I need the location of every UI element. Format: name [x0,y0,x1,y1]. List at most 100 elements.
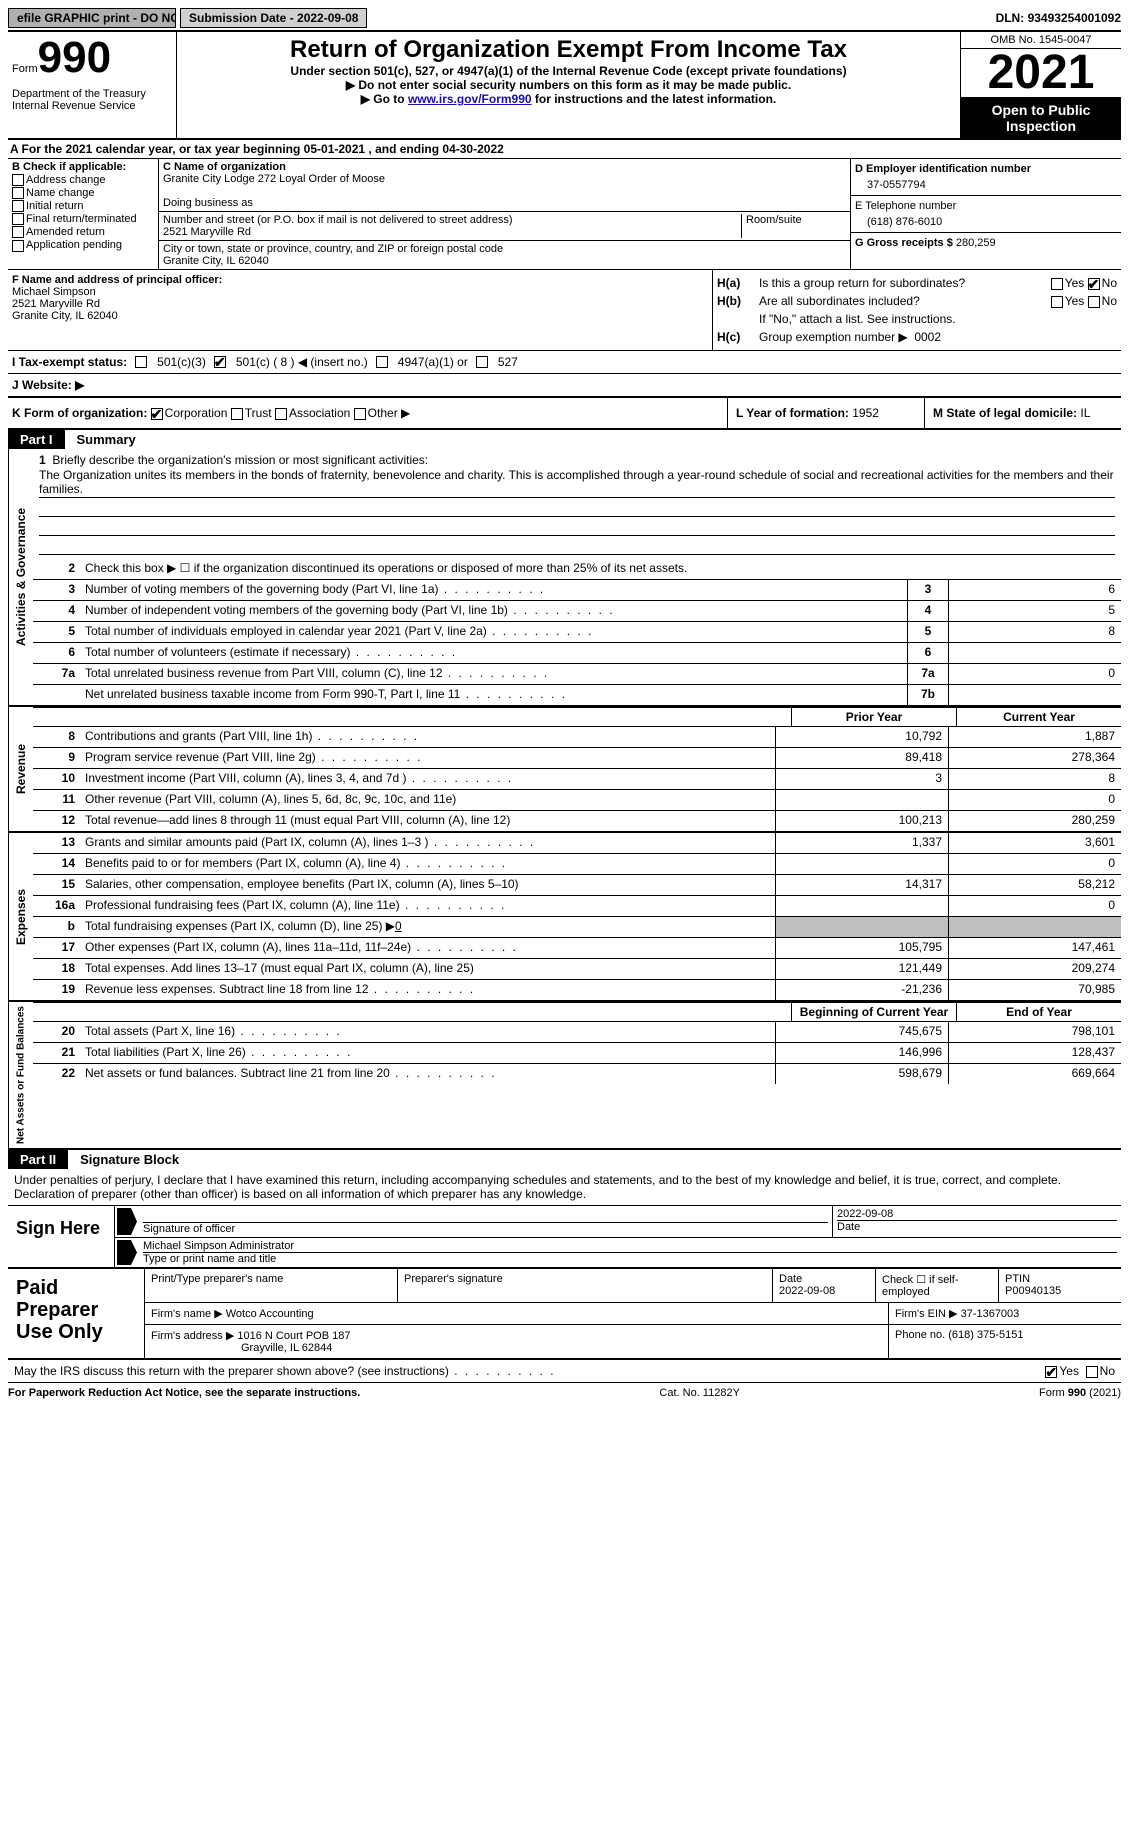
val-11p [775,790,948,810]
val-10p: 3 [775,769,948,789]
form-number: 990 [38,33,111,82]
form-subtitle: Under section 501(c), 527, or 4947(a)(1)… [185,64,952,78]
penalty-text: Under penalties of perjury, I declare th… [8,1169,1121,1206]
cb-app-pending[interactable] [12,240,24,252]
open-public-badge: Open to Public Inspection [961,98,1121,138]
line-20: Total assets (Part X, line 16) [81,1022,775,1042]
footer-right: Form 990 (2021) [1039,1387,1121,1399]
officer-name: Michael Simpson [12,286,708,298]
line-6: Total number of volunteers (estimate if … [81,643,907,663]
val-14c: 0 [948,854,1121,874]
col-end: End of Year [956,1003,1121,1021]
line-16a: Professional fundraising fees (Part IX, … [81,896,775,916]
val-19p: -21,236 [775,980,948,1000]
addr-label: Number and street (or P.O. box if mail i… [163,214,741,226]
row-j: J Website: ▶ [8,374,1121,398]
sig-date-label: Date [837,1220,1117,1233]
col-begin: Beginning of Current Year [791,1003,956,1021]
ha-label: H(a) [717,276,759,290]
arrow-icon [117,1208,137,1235]
firm-phone: (618) 375-5151 [948,1329,1023,1341]
firm-name-label: Firm's name ▶ [151,1308,226,1320]
gross-label: G Gross receipts $ [855,237,956,249]
header-center: Return of Organization Exempt From Incom… [177,32,960,138]
j-label: J Website: ▶ [12,378,84,392]
val-15c: 58,212 [948,875,1121,895]
cb-527[interactable] [476,356,488,368]
sig-name-label: Type or print name and title [143,1252,1117,1265]
cb-ha-no[interactable] [1088,278,1100,290]
line-18: Total expenses. Add lines 13–17 (must eq… [81,959,775,979]
preparer-date: 2022-09-08 [779,1285,835,1297]
firm-addr-label: Firm's address ▶ [151,1330,237,1342]
cb-501c3[interactable] [135,356,147,368]
line-7a: Total unrelated business revenue from Pa… [81,664,907,684]
paid-label: Paid Preparer Use Only [8,1269,145,1358]
val-8c: 1,887 [948,727,1121,747]
cb-hb-no[interactable] [1088,296,1100,308]
preparer-name-label: Print/Type preparer's name [145,1269,398,1302]
form-header: Form990 Department of the Treasury Inter… [8,32,1121,140]
line-17: Other expenses (Part IX, column (A), lin… [81,938,775,958]
efile-button[interactable]: efile GRAPHIC print - DO NOT PROCESS [8,8,176,28]
c-name-label: C Name of organization [163,161,846,173]
row-k: K Form of organization: Corporation Trus… [8,398,1121,430]
line-15: Salaries, other compensation, employee b… [81,875,775,895]
line-22: Net assets or fund balances. Subtract li… [81,1064,775,1084]
cb-discuss-no[interactable] [1086,1366,1098,1378]
cb-discuss-yes[interactable] [1045,1366,1057,1378]
officer-addr1: 2521 Maryville Rd [12,298,708,310]
val-8p: 10,792 [775,727,948,747]
part2-title: Signature Block [68,1150,1121,1169]
section-net-assets: Net Assets or Fund Balances Beginning of… [8,1002,1121,1150]
cb-trust[interactable] [231,408,243,420]
header-right: OMB No. 1545-0047 2021 Open to Public In… [960,32,1121,138]
line-8: Contributions and grants (Part VIII, lin… [81,727,775,747]
sig-officer-label: Signature of officer [143,1222,828,1235]
val-20p: 745,675 [775,1022,948,1042]
val-21p: 146,996 [775,1043,948,1063]
cb-corp[interactable] [151,408,163,420]
phone: (618) 876-6010 [855,212,1117,228]
line-9: Program service revenue (Part VIII, line… [81,748,775,768]
cb-final-return[interactable] [12,213,24,225]
cb-address-change[interactable] [12,174,24,186]
val-11c: 0 [948,790,1121,810]
cb-hb-yes[interactable] [1051,296,1063,308]
val-21c: 128,437 [948,1043,1121,1063]
submission-button[interactable]: Submission Date - 2022-09-08 [180,8,367,28]
dln: DLN: 93493254001092 [996,11,1121,25]
val-13c: 3,601 [948,833,1121,853]
val-16ac: 0 [948,896,1121,916]
part2-num: Part II [8,1150,68,1169]
cb-initial-return[interactable] [12,200,24,212]
hc-value: 0002 [914,330,941,344]
hc-label: H(c) [717,330,759,344]
val-12p: 100,213 [775,811,948,831]
cb-name-change[interactable] [12,187,24,199]
side-expenses: Expenses [8,833,33,1000]
info-grid: B Check if applicable: Address change Na… [8,159,1121,270]
irs-link[interactable]: www.irs.gov/Form990 [408,92,532,106]
line-7b: Net unrelated business taxable income fr… [81,685,907,705]
cb-501c[interactable] [214,356,226,368]
submission-label: Submission Date - [189,11,297,25]
preparer-sig-label: Preparer's signature [398,1269,773,1302]
box-c: C Name of organization Granite City Lodg… [159,159,850,269]
cb-amended[interactable] [12,226,24,238]
note-ssn: ▶ Do not enter social security numbers o… [185,78,952,92]
cb-assoc[interactable] [275,408,287,420]
side-revenue: Revenue [8,707,33,831]
cb-4947[interactable] [376,356,388,368]
cb-other[interactable] [354,408,366,420]
val-16bp [775,917,948,937]
val-5: 8 [948,622,1121,642]
arrow-icon [117,1240,137,1265]
val-17p: 105,795 [775,938,948,958]
org-name: Granite City Lodge 272 Loyal Order of Mo… [163,173,846,185]
val-20c: 798,101 [948,1022,1121,1042]
box-d: D Employer identification number 37-0557… [850,159,1121,269]
cb-ha-yes[interactable] [1051,278,1063,290]
hb-label: H(b) [717,294,759,308]
part1-title: Summary [65,430,1121,449]
